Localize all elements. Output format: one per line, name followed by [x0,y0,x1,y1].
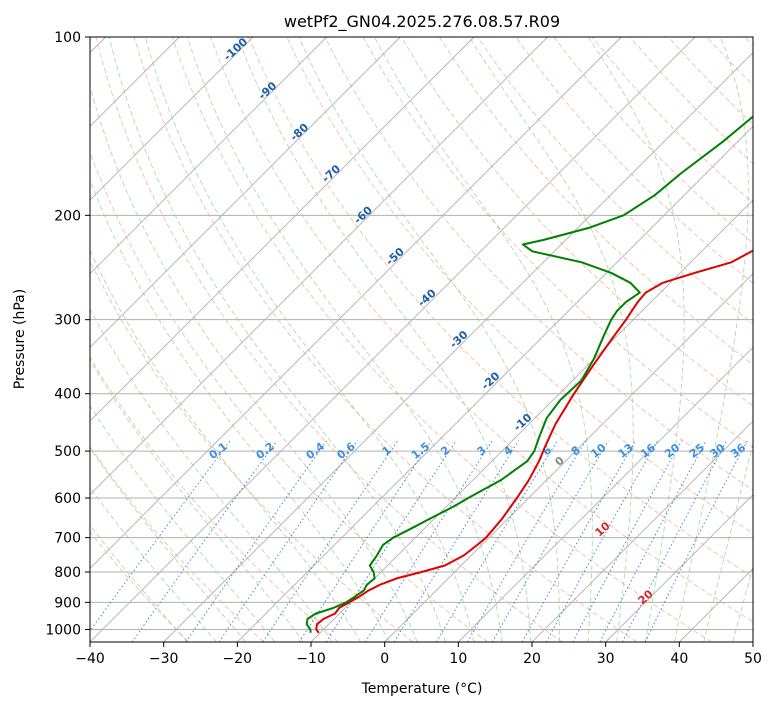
isotherm-line [0,37,327,642]
dry-adiabat-line [745,37,775,642]
moist-adiabat-line [78,37,417,642]
x-tick-label: 10 [449,651,467,667]
y-tick-label: 600 [54,491,81,507]
isotherm-line [0,37,253,642]
mixing-ratio-line [573,441,682,642]
mixing-ratio-line [546,441,657,642]
x-tick-label: −20 [223,651,253,667]
mixing-ratio-line [132,441,277,642]
mixing-ratio-line [82,441,231,642]
mixing-ratio-line [522,441,636,642]
mixing-ratio-label: 0.4 [304,440,328,462]
mixing-ratio-label: 0.6 [334,440,358,462]
dry-adiabat-line [363,37,775,642]
isotherm-line [90,37,695,642]
x-tick-label: −30 [149,651,179,667]
isotherm-line [0,37,474,642]
x-tick-label: 40 [670,651,688,667]
mixing-ratio-line [645,441,747,642]
mixing-ratio-line [492,441,608,642]
y-tick-label: 800 [54,565,81,581]
y-tick-label: 300 [54,313,81,329]
isotherm-line [0,37,400,642]
x-tick-label: 50 [744,651,762,667]
dry-adiabat-line [516,37,775,642]
background-lines [0,37,775,642]
moist-adiabat-line [109,37,445,642]
dry-adiabat-line [20,37,413,642]
moist-adiabat-line [675,37,749,642]
plot-frame [90,37,753,642]
y-tick-label: 400 [54,387,81,403]
dry-adiabat-line [58,37,488,642]
dry-adiabat-label: -40 [415,286,439,309]
moist-adiabat-line [0,37,217,642]
moist-adiabat-line [5,37,332,642]
isotherm-line [311,37,775,642]
moist-adiabat-line [51,37,389,642]
mixing-ratio-label: 10 [588,441,608,461]
moist-adiabat-line [238,37,531,642]
dry-adiabat-label: -30 [447,328,471,351]
mixing-ratio-line [326,441,456,642]
mixing-ratio-label: 36 [728,441,748,461]
dry-adiabat-line [0,37,189,642]
dry-adiabat-line [0,37,264,642]
chart-title: wetPf2_GN04.2025.276.08.57.R09 [284,12,560,32]
dry-adiabat-label: -80 [288,121,312,144]
y-tick-label: 1000 [45,622,81,638]
mixing-ratio-line [394,441,519,642]
x-axis-label: Temperature (°C) [361,681,483,697]
dry-adiabat-line [554,37,775,642]
x-tick-label: 0 [380,651,389,667]
isotherm-line [458,37,775,642]
y-tick-label: 500 [54,444,81,460]
mixing-ratio-line [263,441,398,642]
moist-adiabat-label: 20 [636,587,656,607]
dry-adiabat-label: -20 [479,369,503,392]
x-tick-label: 20 [523,651,541,667]
mixing-ratio-line [365,441,492,642]
y-axis-label: Pressure (hPa) [12,289,28,389]
x-tick-label: −40 [75,651,105,667]
dry-adiabat-label: -60 [351,204,375,227]
isotherm-line [385,37,775,642]
y-tick-label: 100 [54,30,81,46]
dry-adiabat-label: -90 [256,79,280,102]
moist-adiabat-line [0,37,303,642]
y-tick-label: 900 [54,595,81,611]
moist-adiabat-line [0,37,187,642]
y-tick-label: 700 [54,531,81,547]
dry-adiabat-line [478,37,775,642]
mixing-ratio-line [186,441,327,642]
dry-adiabat-label: -70 [320,162,344,185]
moist-adiabat-line [470,37,634,642]
moist-adiabat-line [27,37,361,642]
mixing-ratio-label: 25 [687,441,707,461]
dry-adiabat-line [668,37,775,642]
moist-adiabat-label: 10 [593,519,613,539]
mixing-ratio-line [600,441,706,642]
x-tick-label: 30 [597,651,615,667]
x-tick-label: −10 [296,651,326,667]
dry-adiabat-line [0,37,338,642]
axes: −40 −30 −20 −10 0 10 20 30 40 50 100 200 300 400 500 60… [45,30,762,667]
mixing-ratio-label: 30 [707,441,727,461]
isotherm-line [753,37,775,642]
y-tick-label: 200 [54,208,81,224]
mixing-ratio-label: 16 [638,441,658,461]
isotherm-line [237,37,775,642]
mixing-ratio-line [622,441,726,642]
mixing-ratio-label: 1.5 [409,440,432,462]
dry-adiabat-label: -10 [511,411,535,434]
dry-adiabat-line [172,37,711,642]
